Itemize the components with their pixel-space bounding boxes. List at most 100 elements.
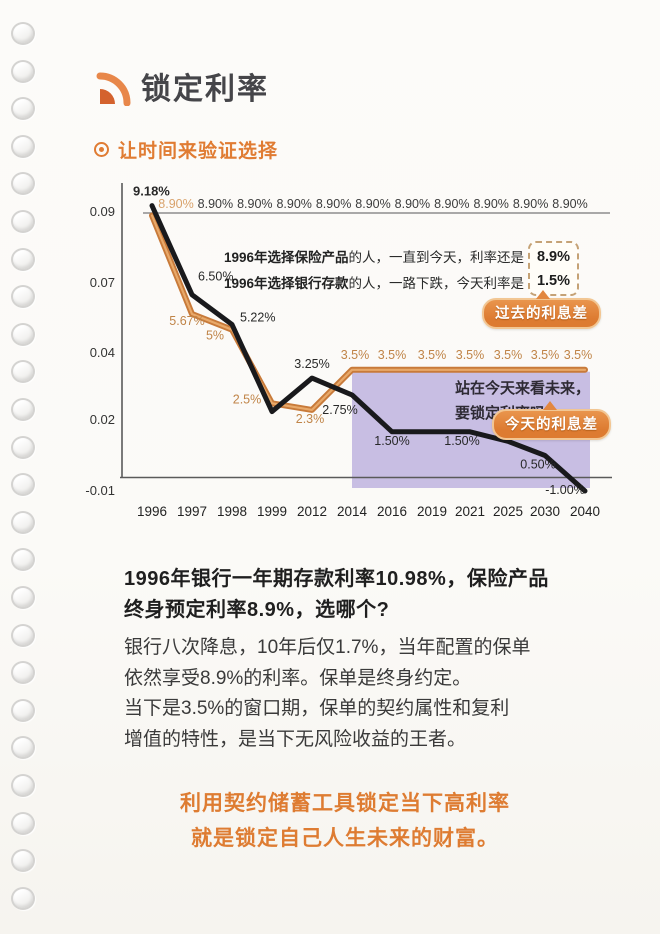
binding-ring bbox=[11, 398, 35, 421]
svg-text:2016: 2016 bbox=[377, 504, 407, 519]
binding-ring bbox=[11, 360, 35, 384]
svg-text:1999: 1999 bbox=[257, 504, 287, 519]
binding-ring bbox=[11, 435, 35, 459]
svg-text:3.5%: 3.5% bbox=[341, 348, 370, 362]
svg-text:2030: 2030 bbox=[530, 504, 560, 519]
bank-deposit-rate-labels: 9.18% 6.50% 5.22% 3.25% 2.75% 1.50% 1.50% 0.50%… bbox=[133, 184, 585, 497]
svg-text:8.90%: 8.90% bbox=[158, 197, 193, 211]
binding-ring bbox=[11, 736, 35, 760]
annotation-bank-line: 1996年选择银行存款的人，一路下跌，今天利率是 bbox=[160, 271, 524, 297]
svg-text:3.5%: 3.5% bbox=[378, 348, 407, 362]
body-paragraph: 银行八次降息，10年后仅1.7%，当年配置的保单 依然享受8.9%的利率。保单是… bbox=[124, 637, 531, 750]
svg-text:2019: 2019 bbox=[417, 504, 447, 519]
binding-ring bbox=[11, 285, 35, 309]
svg-text:8.90%: 8.90% bbox=[513, 197, 548, 211]
svg-text:1997: 1997 bbox=[177, 504, 207, 519]
svg-text:9.18%: 9.18% bbox=[133, 184, 170, 199]
svg-text:2025: 2025 bbox=[493, 504, 523, 519]
bank-rate-value: 1.5% bbox=[536, 272, 571, 289]
svg-text:3.5%: 3.5% bbox=[564, 348, 593, 362]
insurance-rate-line bbox=[149, 212, 588, 413]
svg-text:8.90%: 8.90% bbox=[198, 197, 233, 211]
bank-rate-line bbox=[149, 203, 588, 494]
annotation-bank-bold: 1996年选择银行存款 bbox=[223, 276, 349, 291]
binding-ring bbox=[11, 774, 35, 797]
binding-ring bbox=[11, 59, 35, 83]
bullet-circle-icon bbox=[94, 142, 109, 157]
section-subtitle: 让时间来验证选择 bbox=[118, 141, 279, 162]
svg-text:2.5%: 2.5% bbox=[233, 392, 262, 406]
y-axis-labels: 0.09 0.07 0.04 0.02 -0.01 bbox=[85, 204, 115, 498]
binding-ring bbox=[11, 698, 35, 722]
binding-ring bbox=[11, 322, 35, 346]
svg-text:8.90%: 8.90% bbox=[316, 197, 351, 211]
svg-text:0.02: 0.02 bbox=[90, 412, 115, 427]
svg-text:8.90%: 8.90% bbox=[552, 197, 587, 211]
svg-text:5.22%: 5.22% bbox=[240, 311, 275, 325]
binding-ring bbox=[11, 210, 35, 233]
annotation-insurance-bold: 1996年选择保险产品 bbox=[223, 250, 349, 265]
svg-text:2.75%: 2.75% bbox=[322, 403, 357, 417]
svg-text:1998: 1998 bbox=[217, 504, 247, 519]
footer-emphasis-text: 利用契约储蓄工具锁定当下高利率 就是锁定自己人生未来的财富。 bbox=[180, 792, 510, 850]
svg-text:8.90%: 8.90% bbox=[434, 197, 469, 211]
svg-text:5%: 5% bbox=[206, 329, 224, 343]
binding-ring bbox=[11, 811, 35, 835]
svg-text:3.5%: 3.5% bbox=[418, 348, 447, 362]
svg-text:0.50%: 0.50% bbox=[520, 458, 555, 472]
binding-ring bbox=[11, 97, 35, 121]
chart-annotation-past-choices: 1996年选择保险产品的人，一直到今天，利率还是 1996年选择银行存款的人，一… bbox=[160, 245, 524, 297]
today-interest-gap-badge: 今天的利息差 bbox=[492, 401, 611, 440]
svg-text:-0.01: -0.01 bbox=[85, 483, 115, 498]
chart-axes bbox=[120, 183, 612, 479]
svg-text:6.50%: 6.50% bbox=[198, 270, 233, 284]
svg-text:8.90%: 8.90% bbox=[237, 197, 272, 211]
svg-text:0.09: 0.09 bbox=[90, 204, 115, 219]
binding-ring bbox=[11, 849, 35, 873]
svg-text:2021: 2021 bbox=[455, 504, 485, 519]
rate-arc-logo-icon bbox=[96, 72, 131, 106]
insurance-rate-value: 8.9% bbox=[536, 248, 571, 265]
svg-text:0.07: 0.07 bbox=[90, 275, 115, 290]
svg-text:3.5%: 3.5% bbox=[531, 348, 560, 362]
svg-text:2.3%: 2.3% bbox=[296, 412, 325, 426]
annotation-insurance-line: 1996年选择保险产品的人，一直到今天，利率还是 bbox=[160, 245, 524, 271]
svg-text:0.04: 0.04 bbox=[90, 345, 115, 360]
annotation-bank-rest: 的人，一路下跌，今天利率是 bbox=[348, 276, 525, 291]
svg-text:3.25%: 3.25% bbox=[294, 357, 329, 371]
binding-ring bbox=[11, 586, 35, 609]
svg-text:8.90%: 8.90% bbox=[395, 197, 430, 211]
binding-ring bbox=[11, 510, 35, 534]
binding-ring bbox=[11, 134, 35, 158]
svg-text:2040: 2040 bbox=[570, 504, 600, 519]
binding-ring bbox=[11, 473, 35, 497]
svg-text:1.50%: 1.50% bbox=[374, 434, 409, 448]
binding-ring bbox=[11, 22, 35, 45]
binding-ring bbox=[11, 172, 35, 196]
past-interest-gap-badge: 过去的利息差 bbox=[482, 290, 601, 329]
svg-text:5.67%: 5.67% bbox=[169, 314, 204, 328]
rate-compare-box: 8.9% 1.5% bbox=[528, 241, 579, 296]
top-rate-row: 8.90% 8.90% 8.90% 8.90% 8.90% 8.90% 8.90% 8.90%… bbox=[143, 197, 610, 214]
annotation-insurance-rest: 的人，一直到今天，利率还是 bbox=[348, 250, 525, 265]
insurance-product-rate-labels: 5.67%5% 2.5% 2.3% 3.5% 3.5% 3.5% 3.5% 3.5% 3.5% 3… bbox=[169, 314, 592, 426]
svg-text:3.5%: 3.5% bbox=[494, 348, 523, 362]
svg-text:8.90%: 8.90% bbox=[473, 197, 508, 211]
svg-text:-1.00%: -1.00% bbox=[545, 483, 585, 497]
binding-ring bbox=[11, 548, 35, 572]
svg-text:3.5%: 3.5% bbox=[456, 348, 485, 362]
svg-text:8.90%: 8.90% bbox=[355, 197, 390, 211]
x-axis-labels: 1996 1997 1998 1999 2012 2014 2016 2019 2021 2025… bbox=[137, 504, 600, 519]
binding-ring bbox=[11, 886, 35, 910]
svg-text:2012: 2012 bbox=[297, 504, 327, 519]
binding-ring bbox=[11, 661, 35, 685]
binding-ring bbox=[11, 247, 35, 271]
svg-text:2014: 2014 bbox=[337, 504, 368, 519]
body-heading: 1996年银行一年期存款利率10.98%，保险产品 终身预定利率8.9%，选哪个… bbox=[124, 568, 549, 621]
page-title: 锁定利率 bbox=[141, 73, 269, 106]
binding-ring bbox=[11, 623, 35, 647]
svg-text:1.50%: 1.50% bbox=[444, 434, 479, 448]
svg-text:1996: 1996 bbox=[137, 504, 167, 519]
svg-text:8.90%: 8.90% bbox=[276, 197, 311, 211]
